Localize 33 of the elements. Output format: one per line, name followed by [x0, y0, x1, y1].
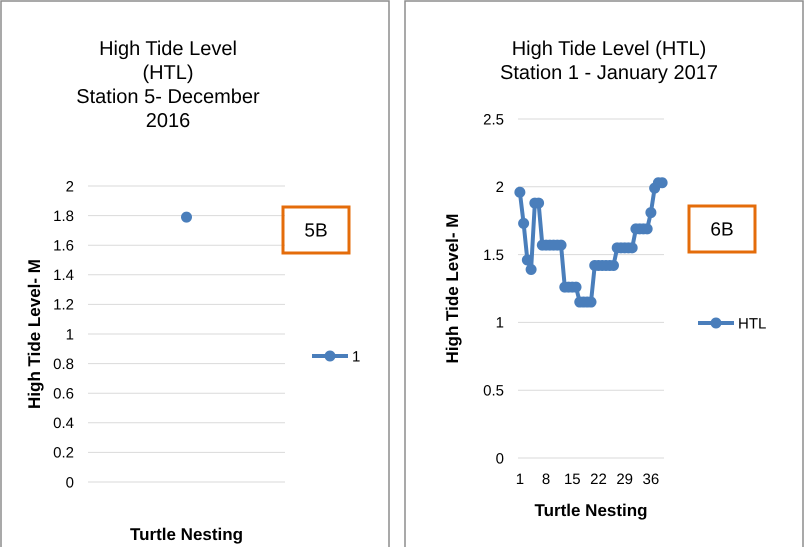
x-tick-label: 22	[590, 471, 607, 488]
y-axis-title: High Tide Level- M	[443, 214, 462, 364]
text: 5B	[304, 220, 328, 242]
chart-title: High Tide Level (HTL) Station 1 - January 2017	[500, 38, 718, 84]
y-tick-label: 0.6	[53, 385, 74, 402]
x-tick-label: 15	[564, 471, 581, 488]
y-tick-label: 1	[66, 326, 74, 344]
y-tick-label: 1.6	[53, 237, 74, 254]
x-axis-title: Turtle Nesting	[130, 525, 244, 544]
text: 6B	[710, 220, 734, 241]
x-tick-label: 29	[616, 471, 634, 488]
chart-title: High Tide Level (HTL) Station 5- December 2016	[76, 38, 260, 132]
y-tick-label: 2	[66, 178, 74, 196]
x-tick-label: 36	[642, 471, 660, 488]
y-tick-label: 1.4	[53, 267, 74, 284]
y-tick-label: 2.5	[483, 111, 504, 128]
y-tick-label: 0.8	[53, 356, 74, 373]
legend-label: HTL	[738, 315, 766, 332]
y-tick-label: 1.2	[53, 296, 74, 314]
y-tick-label: 0	[496, 450, 504, 468]
x-tick-label: 8	[542, 471, 550, 488]
y-tick-label: 1.5	[483, 246, 504, 264]
x-axis-title: Turtle Nesting	[534, 501, 648, 520]
y-tick-label: 1	[496, 314, 504, 332]
y-tick-label: 2	[496, 179, 504, 196]
y-tick-label: 0.4	[53, 415, 74, 432]
y-tick-label: 0.5	[483, 382, 504, 400]
y-tick-label: 1.8	[53, 208, 74, 225]
y-axis-title: High Tide Level- M	[25, 259, 44, 409]
y-tick-label: 0.2	[53, 444, 74, 462]
y-tick-label: 0	[66, 474, 74, 492]
x-tick-label: 1	[516, 471, 524, 488]
legend-label: 1	[352, 348, 360, 366]
